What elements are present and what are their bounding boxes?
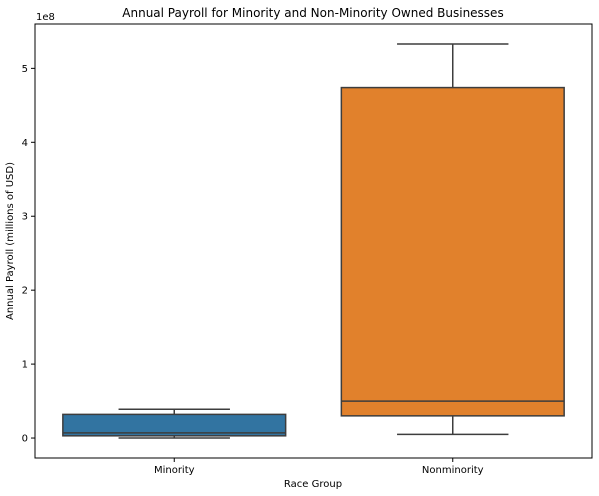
nonminority-box (340, 86, 565, 417)
y-tick-label: 4 (22, 138, 28, 149)
x-tick-label-minority: Minority (154, 465, 195, 476)
y-tick-label: 5 (22, 64, 28, 75)
plot-frame (34, 23, 593, 459)
y-axis-offset-label: 1e8 (36, 12, 55, 23)
y-tick-label: 3 (22, 212, 28, 223)
y-tick-label: 2 (22, 286, 28, 297)
chart-title: Annual Payroll for Minority and Non-Mino… (122, 6, 503, 20)
y-tick-label: 0 (22, 434, 28, 445)
y-tick-label: 1 (22, 360, 28, 371)
plot-area: 0 1 2 3 4 5 Minority Nonminority (22, 23, 593, 476)
y-axis-label: Annual Payroll (millions of USD) (5, 162, 16, 320)
minority-box (62, 413, 287, 437)
x-tick-label-nonminority: Nonminority (422, 465, 484, 476)
x-axis-label: Race Group (284, 479, 342, 490)
